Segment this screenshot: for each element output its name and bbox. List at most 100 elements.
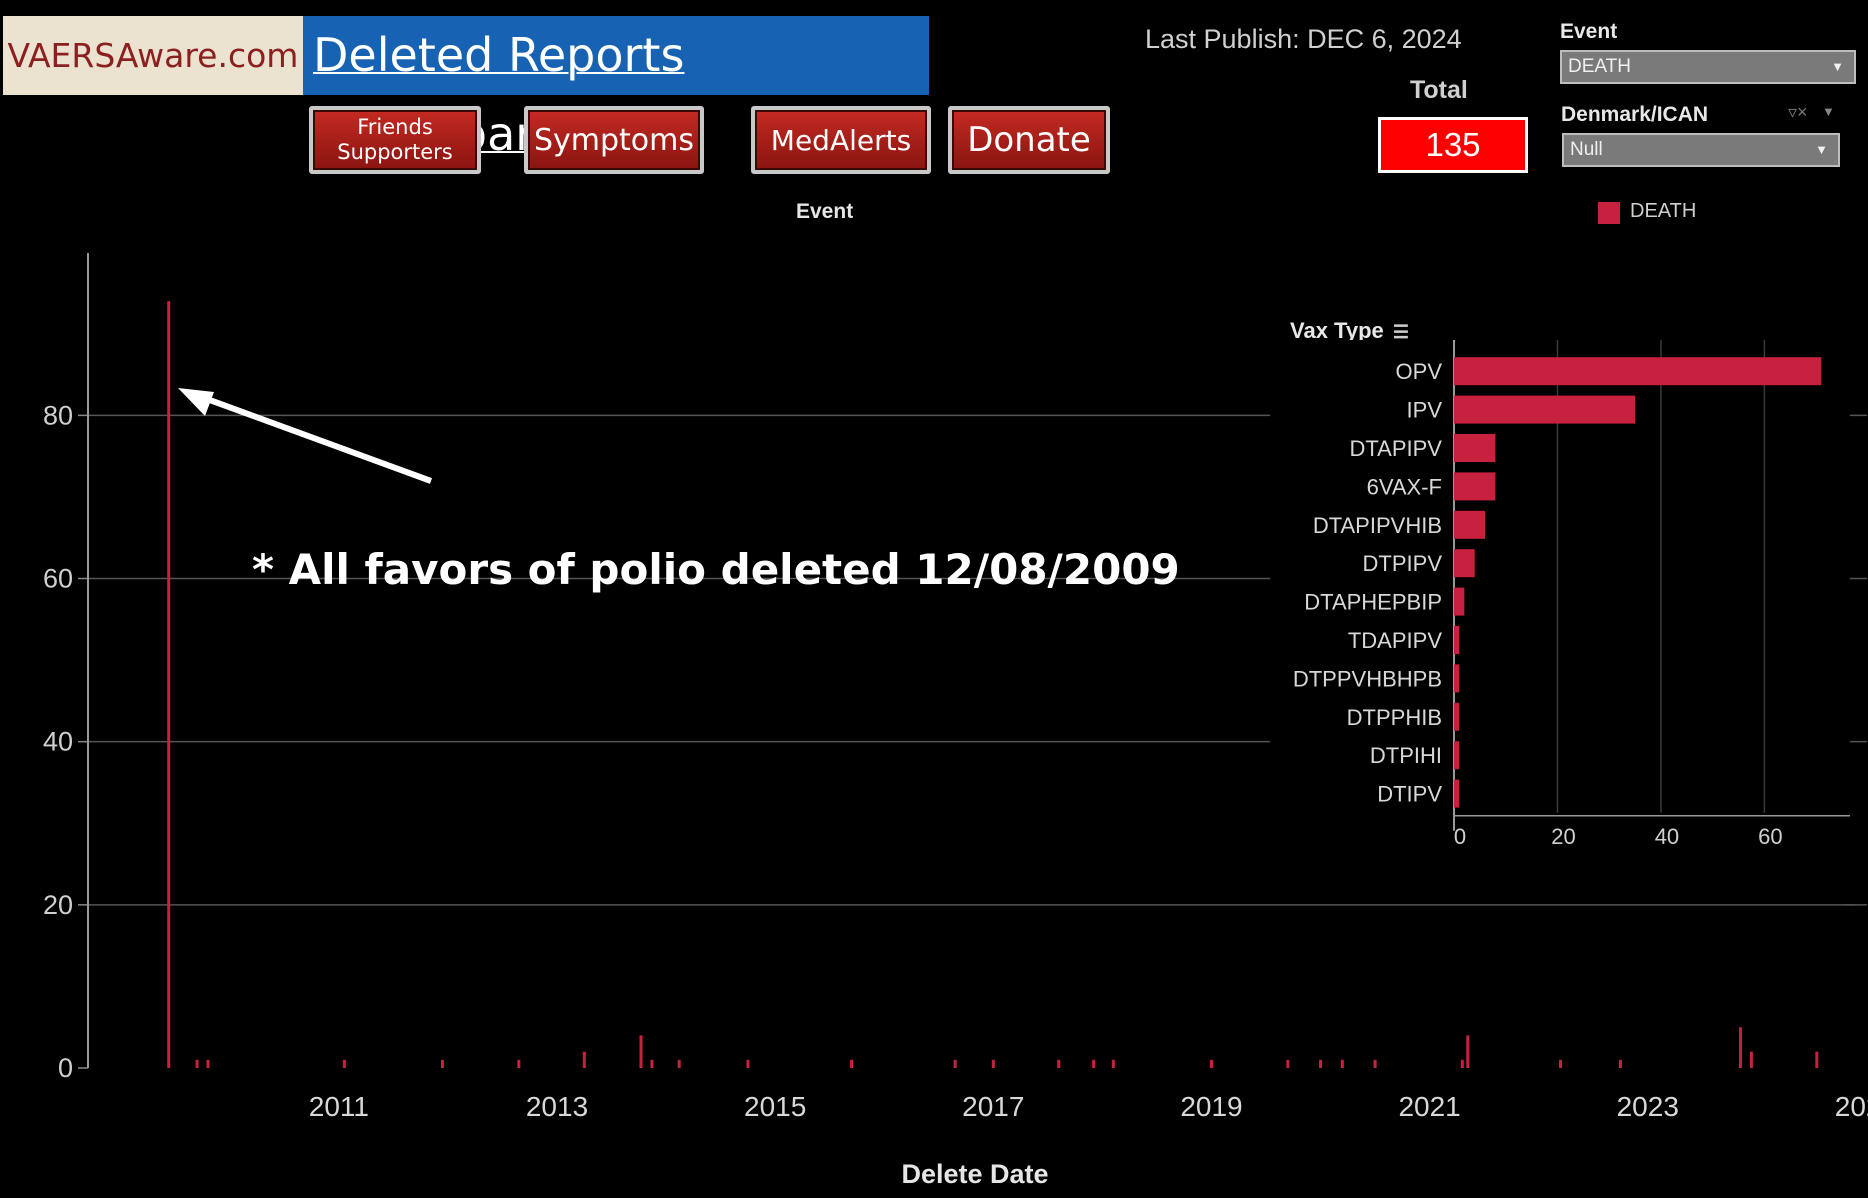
vax-type-title: Vax Type ☰ — [1290, 318, 1409, 344]
vax-x-tick-label: 60 — [1758, 824, 1782, 849]
x-tick-label: 2025 — [1835, 1091, 1868, 1122]
timeline-bar[interactable] — [582, 1051, 586, 1068]
symptoms-button[interactable]: Symptoms — [524, 106, 704, 174]
x-tick-label: 2011 — [309, 1091, 369, 1122]
timeline-bar[interactable] — [650, 1059, 654, 1068]
timeline-bar[interactable] — [639, 1035, 643, 1068]
vax-bar[interactable] — [1454, 395, 1636, 424]
timeline-bar[interactable] — [1749, 1051, 1753, 1068]
x-tick-label: 2023 — [1617, 1091, 1679, 1122]
vax-type-bar-chart: 0 20 40 60 OPV IPV DTAPIPV 6VAX-F DTAPIPVHIB DTPI… — [1270, 340, 1850, 860]
vax-bar[interactable] — [1454, 587, 1465, 616]
filter-menu-icon[interactable]: ▼ — [1822, 104, 1835, 119]
vax-category-label: DTPPVHBHPB — [1293, 666, 1442, 691]
vax-bar[interactable] — [1454, 626, 1460, 654]
event-filter-dropdown[interactable]: DEATH ▼ — [1560, 50, 1856, 84]
vax-bar[interactable] — [1454, 741, 1460, 770]
vax-bar[interactable] — [1454, 434, 1496, 462]
legend-label[interactable]: DEATH — [1630, 200, 1697, 222]
vax-category-label: DTIPV — [1377, 782, 1442, 807]
last-publish-date: Last Publish: DEC 6, 2024 — [1145, 24, 1462, 54]
timeline-bar[interactable] — [206, 1059, 210, 1068]
timeline-bar[interactable] — [167, 301, 171, 1068]
x-axis-title: Delete Date — [901, 1159, 1048, 1189]
timeline-bar[interactable] — [1460, 1059, 1464, 1068]
vax-bar[interactable] — [1454, 664, 1460, 693]
vax-bar[interactable] — [1454, 549, 1475, 578]
vax-bar[interactable] — [1454, 472, 1496, 501]
x-tick-label: 2013 — [526, 1091, 588, 1122]
donate-button[interactable]: Donate — [948, 106, 1110, 174]
y-tick-label: 20 — [43, 890, 73, 920]
x-tick-label: 2015 — [744, 1091, 806, 1122]
vax-category-label: DTPIPV — [1363, 551, 1443, 576]
vax-bar[interactable] — [1454, 779, 1460, 808]
denmark-filter-dropdown[interactable]: Null ▼ — [1562, 133, 1840, 167]
denmark-filter-label: Denmark/ICAN — [1561, 103, 1709, 126]
vax-bar[interactable] — [1454, 357, 1822, 386]
symptoms-label: Symptoms — [533, 122, 695, 158]
timeline-bar[interactable] — [1286, 1059, 1290, 1068]
vax-category-label: TDAPIPV — [1348, 628, 1442, 653]
chart-event-header: Event — [796, 200, 854, 223]
total-label: Total — [1410, 76, 1468, 104]
timeline-bar[interactable] — [1466, 1035, 1470, 1068]
timeline-bar[interactable] — [850, 1059, 854, 1068]
timeline-bar[interactable] — [517, 1059, 521, 1068]
vax-category-label: 6VAX-F — [1367, 474, 1442, 499]
medalerts-button[interactable]: MedAlerts — [751, 106, 931, 174]
timeline-bar[interactable] — [677, 1059, 681, 1068]
y-tick-label: 40 — [43, 727, 73, 757]
timeline-bar[interactable] — [1057, 1059, 1061, 1068]
denmark-filter-value: Null — [1570, 139, 1603, 160]
sort-icon[interactable]: ☰ — [1392, 322, 1410, 342]
timeline-bar[interactable] — [1092, 1059, 1096, 1068]
timeline-bar[interactable] — [1618, 1059, 1622, 1068]
timeline-bar[interactable] — [1111, 1059, 1115, 1068]
x-tick-label: 2021 — [1398, 1091, 1460, 1122]
legend-swatch — [1598, 202, 1620, 224]
vax-category-label: OPV — [1396, 359, 1443, 384]
clear-filter-icon[interactable]: ▿× — [1788, 102, 1808, 122]
timeline-bar[interactable] — [440, 1059, 444, 1068]
friends-label: Friends — [357, 115, 433, 139]
total-count: 135 — [1378, 117, 1528, 173]
vax-category-label: DTPPHIB — [1347, 705, 1442, 730]
vax-category-label: IPV — [1407, 398, 1443, 423]
chevron-down-icon: ▼ — [1831, 59, 1844, 74]
annotation-text: * All favors of polio deleted 12/08/2009 — [252, 545, 1180, 594]
timeline-bar[interactable] — [746, 1059, 750, 1068]
vax-bar[interactable] — [1454, 510, 1486, 539]
vax-x-tick-label: 0 — [1454, 824, 1466, 849]
arrow-annotation — [178, 388, 433, 484]
vax-x-tick-label: 40 — [1655, 824, 1679, 849]
supporters-label: Supporters — [337, 140, 453, 164]
timeline-bar[interactable] — [953, 1059, 957, 1068]
timeline-bar[interactable] — [1340, 1059, 1344, 1068]
brand-logo[interactable]: VAERSAware.com — [3, 16, 303, 95]
y-tick-label: 0 — [58, 1053, 73, 1083]
timeline-bar[interactable] — [1209, 1059, 1213, 1068]
timeline-bar[interactable] — [1319, 1059, 1323, 1068]
vax-bar[interactable] — [1454, 702, 1460, 731]
chevron-down-icon: ▼ — [1815, 142, 1828, 157]
timeline-bar[interactable] — [1815, 1051, 1819, 1068]
timeline-bar[interactable] — [342, 1059, 346, 1068]
vax-category-label: DTPIHI — [1370, 743, 1442, 768]
vax-category-label: DTAPIPV — [1349, 436, 1442, 461]
event-filter-label: Event — [1560, 20, 1618, 43]
timeline-bar[interactable] — [1559, 1059, 1562, 1068]
timeline-bar[interactable] — [1738, 1027, 1742, 1068]
timeline-bar[interactable] — [1373, 1059, 1377, 1068]
x-tick-label: 2019 — [1180, 1091, 1242, 1122]
timeline-bar[interactable] — [991, 1059, 995, 1068]
medalerts-label: MedAlerts — [770, 123, 912, 157]
y-tick-label: 80 — [43, 400, 73, 430]
friends-supporters-button[interactable]: Friends Supporters — [309, 106, 481, 174]
event-filter-value: DEATH — [1568, 56, 1631, 77]
vax-category-label: DTAPHEPBIP — [1304, 590, 1442, 615]
timeline-bar[interactable] — [195, 1059, 199, 1068]
y-tick-label: 60 — [43, 564, 73, 594]
vax-category-label: DTAPIPVHIB — [1313, 513, 1442, 538]
